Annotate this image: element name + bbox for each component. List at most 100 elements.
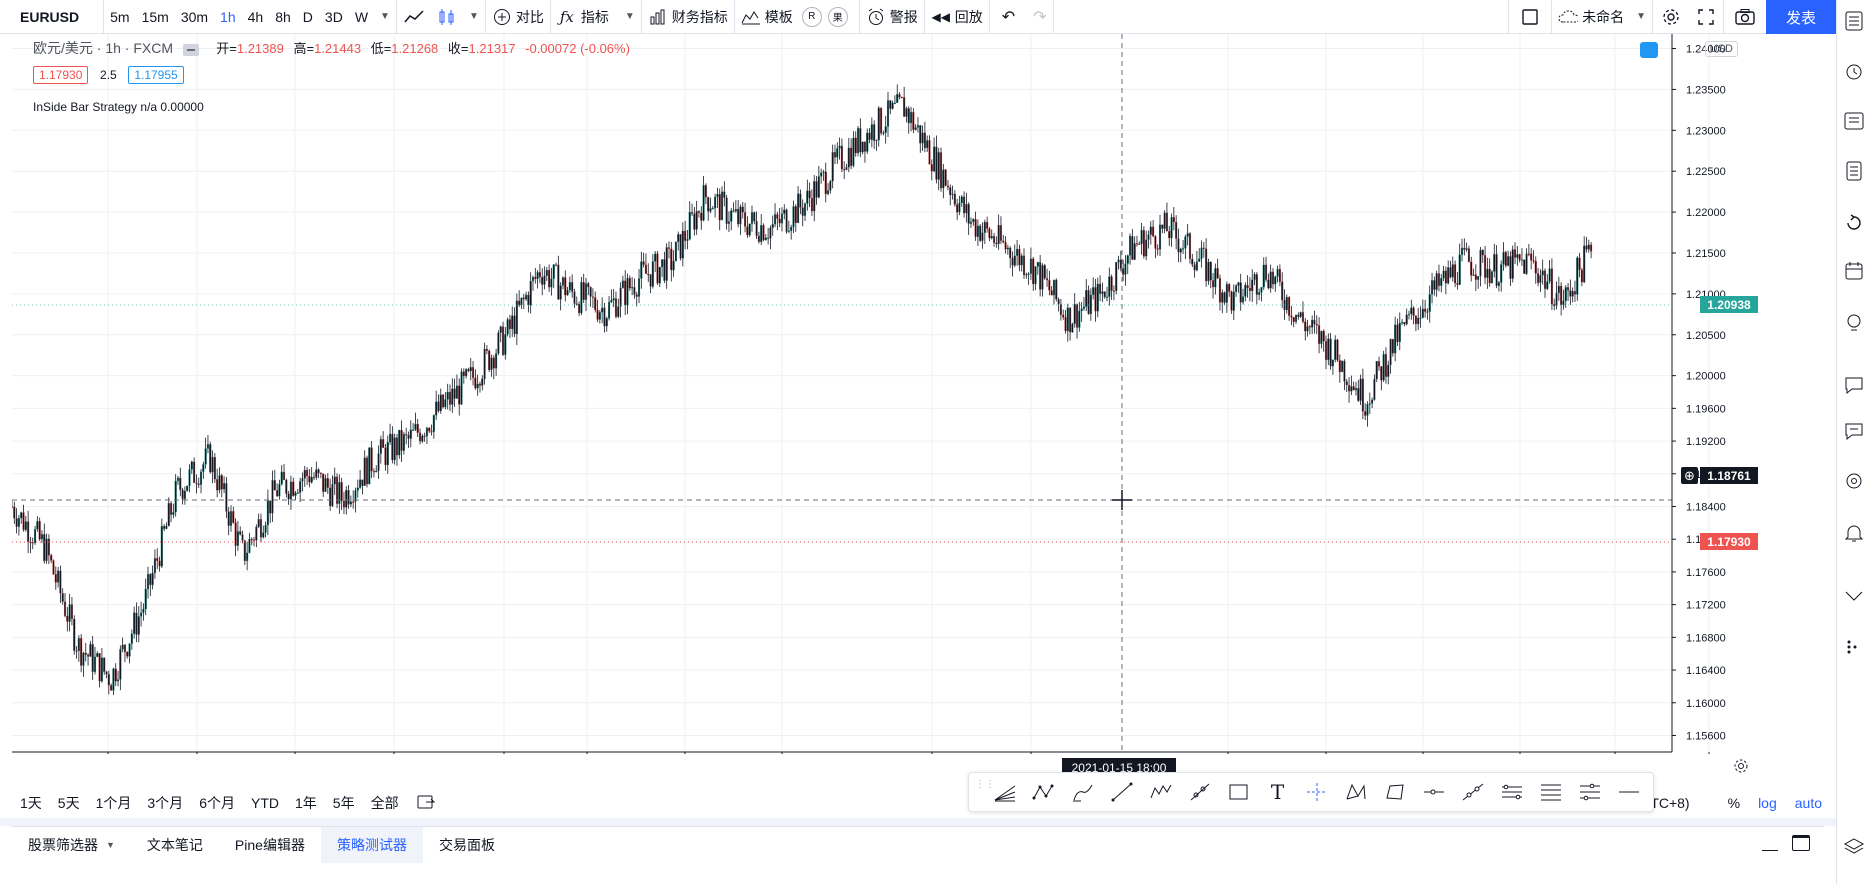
extended-line-tool[interactable]	[1453, 772, 1492, 812]
calendar-icon[interactable]	[1843, 260, 1865, 282]
guo-button[interactable]: 果	[827, 6, 848, 27]
fib-fan-tool[interactable]	[985, 772, 1024, 812]
percent-scale-button[interactable]: %	[1727, 795, 1741, 811]
fib-retracement-tool[interactable]	[1531, 772, 1570, 812]
bottom-tab-0[interactable]: 股票筛选器 ▼	[28, 837, 115, 853]
interval-w[interactable]: W	[354, 8, 369, 25]
candle-body	[301, 478, 304, 482]
publish-button[interactable]: 发表	[1766, 0, 1836, 34]
layout-name-label: 未命名	[1582, 8, 1625, 25]
watchlist-icon[interactable]	[1843, 10, 1865, 32]
sync-icon[interactable]	[1640, 42, 1658, 58]
fullscreen-button[interactable]	[1689, 0, 1723, 34]
rectangle-tool[interactable]	[1219, 772, 1258, 812]
news-icon[interactable]	[1843, 110, 1865, 132]
xabcd-pattern-tool[interactable]	[1336, 772, 1375, 812]
interval-30m[interactable]: 30m	[180, 8, 209, 25]
interval-5m[interactable]: 5m	[110, 8, 130, 25]
layout-name-button[interactable]: 未命名 ▼	[1552, 0, 1652, 34]
sell-price-button[interactable]: 1.17930	[33, 66, 89, 84]
bottom-tab-4[interactable]: 交易面板	[438, 837, 495, 853]
range-7[interactable]: 5年	[332, 795, 355, 811]
chart-type-dropdown[interactable]: ▼	[463, 0, 485, 34]
streams-icon[interactable]	[1843, 470, 1865, 492]
compare-button[interactable]: 对比	[486, 0, 550, 34]
parallel-channel-tool[interactable]	[1492, 772, 1531, 812]
alert-button[interactable]: 警报	[860, 0, 924, 34]
bottom-tab-1[interactable]: 文本笔记	[146, 837, 203, 853]
order-panel-icon[interactable]	[1843, 586, 1865, 608]
candle-body	[75, 650, 78, 652]
buy-price-button[interactable]: 1.17955	[128, 66, 184, 84]
layers-icon[interactable]	[1843, 836, 1865, 858]
range-1[interactable]: 5天	[57, 795, 80, 811]
range-4[interactable]: 6个月	[199, 795, 235, 811]
interval-8h[interactable]: 8h	[275, 8, 291, 25]
add-alert-plus-icon[interactable]: ⊕	[1681, 467, 1698, 484]
r-button[interactable]: R	[801, 6, 822, 27]
interval-dropdown[interactable]: ▼	[374, 0, 396, 34]
settings-button[interactable]	[1653, 0, 1689, 34]
dom-icon[interactable]	[1843, 636, 1865, 658]
bottom-tab-3[interactable]: 策略测试器	[320, 827, 423, 863]
financials-button[interactable]: 财务指标	[642, 0, 734, 34]
minimize-panel-button[interactable]	[1762, 837, 1778, 851]
private-chat-icon[interactable]	[1843, 420, 1865, 442]
strategy-legend[interactable]: InSide Bar Strategy n/a 0.00000	[33, 100, 204, 114]
timezone-button[interactable]: TC+8)	[1650, 795, 1690, 811]
interval-d[interactable]: D	[302, 8, 313, 25]
maximize-panel-button[interactable]	[1792, 835, 1810, 851]
goto-date-button[interactable]	[416, 793, 436, 816]
range-6[interactable]: 1年	[294, 795, 317, 811]
alarm-clock-icon[interactable]	[1843, 60, 1865, 82]
chart-type-line-button[interactable]	[397, 0, 431, 34]
text-tool[interactable]: T	[1258, 772, 1297, 812]
interval-3d[interactable]: 3D	[324, 8, 343, 25]
interval-1h[interactable]: 1h	[220, 8, 236, 25]
ideas-lightbulb-icon[interactable]	[1843, 312, 1865, 334]
brush-tool[interactable]	[1063, 772, 1102, 812]
undo-button[interactable]: ↶	[990, 0, 1027, 34]
axis-settings-button[interactable]	[1732, 757, 1750, 780]
bottom-tab-2[interactable]: Pine编辑器	[234, 837, 305, 853]
ray-tool[interactable]	[1180, 772, 1219, 812]
price-chart[interactable]: 1.24000 1.23500 1.23000 1.22500 1.22000 1.215…	[12, 34, 1760, 754]
symbol-search[interactable]: EURUSD	[20, 8, 80, 25]
abc-pattern-tool[interactable]	[1024, 772, 1063, 812]
polygon-tool[interactable]	[1375, 772, 1414, 812]
range-2[interactable]: 1个月	[95, 795, 132, 811]
range-3[interactable]: 3个月	[147, 795, 184, 811]
currency-label[interactable]: USD	[1704, 41, 1738, 57]
refresh-icon[interactable]	[1843, 212, 1865, 234]
candle-body	[130, 633, 133, 644]
horizontal-line-tool[interactable]	[1609, 772, 1648, 812]
layout-select-button[interactable]	[1509, 0, 1551, 34]
interval-4h[interactable]: 4h	[247, 8, 264, 25]
legend-symbol[interactable]: 欧元/美元 · 1h · FXCM	[33, 40, 174, 56]
chat-icon[interactable]	[1843, 374, 1865, 396]
hide-legend-button[interactable]	[182, 43, 199, 56]
indicators-button[interactable]: ƒx 指标 ▼	[551, 0, 641, 34]
horizontal-ray-tool[interactable]	[1414, 772, 1453, 812]
chart-pane[interactable]: 1.24000 1.23500 1.23000 1.22500 1.22000 1.215…	[12, 34, 1760, 778]
interval-15m[interactable]: 15m	[141, 8, 169, 25]
crosshair-tool[interactable]	[1297, 772, 1336, 812]
panel-separator[interactable]	[0, 818, 1836, 826]
log-scale-button[interactable]: log	[1758, 795, 1777, 811]
trend-line-tool[interactable]	[1102, 772, 1141, 812]
hotlist-icon[interactable]	[1843, 160, 1865, 182]
drag-handle[interactable]: ⋮⋮	[975, 779, 995, 790]
redo-button[interactable]: ↷	[1027, 0, 1052, 34]
auto-scale-button[interactable]: auto	[1794, 795, 1822, 811]
range-0[interactable]: 1天	[20, 795, 42, 811]
price-range-tool[interactable]	[1570, 772, 1609, 812]
range-5[interactable]: YTD	[250, 795, 279, 811]
replay-button[interactable]: ◀◀ 回放	[925, 0, 989, 34]
chart-type-candle-button[interactable]	[431, 0, 463, 34]
legend-open-value: 1.21389	[236, 41, 284, 56]
notifications-bell-icon[interactable]	[1843, 522, 1865, 544]
snapshot-button[interactable]	[1724, 0, 1766, 34]
range-8[interactable]: 全部	[370, 795, 399, 811]
templates-button[interactable]: 模板	[735, 0, 799, 34]
elliott-wave-tool[interactable]	[1141, 772, 1180, 812]
